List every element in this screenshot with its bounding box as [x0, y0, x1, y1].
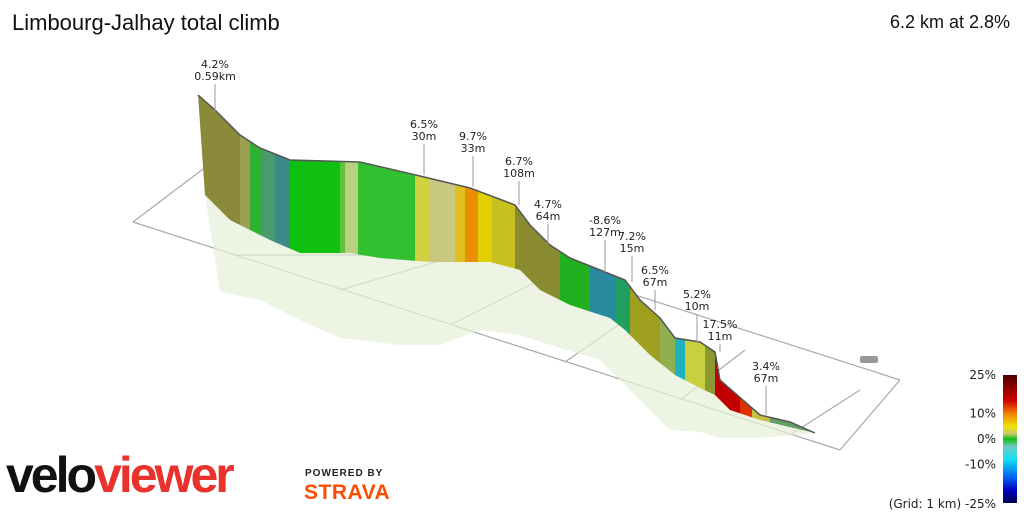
annotation-grade: -8.6%	[589, 214, 621, 227]
legend-tick: -10%	[965, 458, 996, 472]
legend-tick: 25%	[969, 368, 996, 382]
profile-shadow-area	[205, 195, 815, 438]
annotation-length: 67m	[754, 372, 779, 385]
annotation-grade: 5.2%	[683, 288, 711, 301]
segment-annotation: 4.2%0.59km	[194, 58, 236, 112]
annotation-grade: 7.2%	[618, 230, 646, 243]
annotation-length: 67m	[643, 276, 668, 289]
annotation-grade: 4.2%	[201, 58, 229, 71]
grade-strip	[560, 95, 591, 433]
segment-annotation: 17.5%11m	[703, 318, 738, 352]
grade-strip	[515, 95, 561, 433]
grid-line	[839, 379, 901, 451]
annotation-grade: 17.5%	[703, 318, 738, 331]
climb-summary: 6.2 km at 2.8%	[889, 12, 1010, 32]
strava-logo[interactable]: STRAVA	[304, 481, 391, 504]
segment-annotation: 6.7%108m	[503, 155, 535, 205]
annotation-length: 33m	[461, 142, 486, 155]
annotation-grade: 3.4%	[752, 360, 780, 373]
grade-strip	[615, 95, 631, 433]
annotation-grade: 6.5%	[410, 118, 438, 131]
grid-line	[132, 159, 216, 223]
segment-annotation: 3.4%67m	[752, 360, 780, 415]
segment-annotation: 9.7%33m	[459, 130, 487, 187]
segment-annotation: 7.2%15m	[618, 230, 646, 282]
annotation-length: 15m	[620, 242, 645, 255]
scale-marker	[860, 356, 878, 363]
legend-color-bar	[1003, 375, 1017, 503]
annotation-length: 10m	[685, 300, 710, 313]
annotation-grade: 6.5%	[641, 264, 669, 277]
annotation-length: 0.59km	[194, 70, 236, 83]
annotation-grade: 6.7%	[505, 155, 533, 168]
legend-tick: 0%	[977, 432, 996, 446]
legend-tick: 10%	[969, 406, 996, 420]
logo-part-viewer: viewer	[94, 447, 235, 503]
segment-annotation: 6.5%67m	[641, 264, 669, 310]
segment-annotation: 4.7%64m	[534, 198, 562, 245]
annotation-length: 30m	[412, 130, 437, 143]
page-title: Limbourg-Jalhay total climb	[12, 10, 280, 35]
annotation-length: 64m	[536, 210, 561, 223]
powered-by-label: POWERED BY	[305, 468, 384, 479]
annotation-length: 11m	[708, 330, 733, 343]
grade-strip	[770, 95, 815, 433]
segment-annotation: 5.2%10m	[683, 288, 711, 342]
segment-annotation: -8.6%127m	[589, 214, 621, 272]
segment-annotation: 6.5%30m	[410, 118, 438, 175]
annotation-grade: 9.7%	[459, 130, 487, 143]
grade-strip	[590, 95, 616, 433]
profile-shadow	[205, 195, 815, 438]
grade-legend: 25% 10% 0% -10% (Grid: 1 km) -25%	[889, 368, 1017, 511]
profile-top-line	[197, 94, 816, 434]
logo-part-velo: velo	[6, 447, 97, 503]
annotation-grade: 4.7%	[534, 198, 562, 211]
annotation-length: 108m	[503, 167, 535, 180]
grade-strip	[752, 95, 771, 433]
legend-bottom-label: (Grid: 1 km) -25%	[889, 497, 996, 511]
annotation-length: 127m	[589, 226, 621, 239]
veloviewer-logo[interactable]: veloviewer	[6, 447, 235, 503]
